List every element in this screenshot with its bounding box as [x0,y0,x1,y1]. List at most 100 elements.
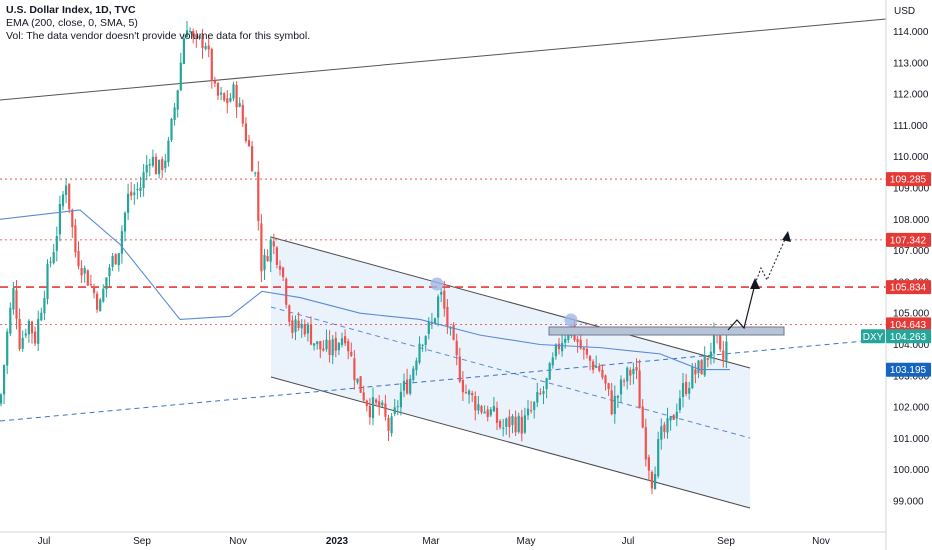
candle-body[interactable] [461,379,464,393]
candle-body[interactable] [660,426,663,440]
candle-body[interactable] [449,327,452,329]
candle-body[interactable] [685,381,688,394]
top-trend-line[interactable] [0,18,887,101]
candle-body[interactable] [260,223,263,272]
candle-body[interactable] [111,255,114,267]
candle-body[interactable] [6,331,9,366]
candle-body[interactable] [613,395,616,415]
candle-body[interactable] [238,103,241,107]
candle-body[interactable] [371,397,375,419]
candle-body[interactable] [520,416,523,434]
candle-body[interactable] [393,407,396,414]
candle-body[interactable] [356,378,359,383]
channel-lower-line[interactable] [270,376,751,509]
candle-body[interactable] [294,319,297,333]
candle-body[interactable] [477,404,480,411]
candle-body[interactable] [601,370,604,378]
candle-body[interactable] [530,410,533,412]
candle-body[interactable] [722,350,725,360]
candle-body[interactable] [452,325,455,340]
candle-body[interactable] [458,356,461,382]
candle-body[interactable] [232,84,235,99]
resistance-zone[interactable] [548,326,785,336]
candle-body[interactable] [27,320,30,335]
candle-body[interactable] [300,323,303,329]
candle-body[interactable] [291,320,294,333]
candle-body[interactable] [657,439,660,477]
candle-body[interactable] [654,474,657,490]
candle-body[interactable] [257,171,260,222]
candle-body[interactable] [675,411,678,419]
candle-body[interactable] [505,418,508,427]
candle-body[interactable] [30,321,34,334]
candle-body[interactable] [185,30,189,38]
candle-body[interactable] [353,358,356,381]
candle-body[interactable] [396,406,399,408]
candle-body[interactable] [55,235,58,251]
candle-body[interactable] [0,394,3,404]
candle-body[interactable] [127,193,130,213]
candle-body[interactable] [117,253,120,266]
candle-body[interactable] [604,375,607,384]
candle-body[interactable] [598,365,601,371]
candle-body[interactable] [136,189,139,191]
candle-body[interactable] [198,36,201,38]
candle-body[interactable] [18,318,21,350]
candle-body[interactable] [68,183,71,210]
candle-body[interactable] [213,80,216,84]
candle-body[interactable] [446,306,449,327]
candle-body[interactable] [148,164,151,166]
candle-body[interactable] [102,288,105,302]
candle-body[interactable] [480,406,483,413]
candle-body[interactable] [226,98,229,104]
candle-body[interactable] [251,146,254,172]
candle-body[interactable] [499,420,502,428]
candle-body[interactable] [207,45,210,50]
channel-upper-line[interactable] [270,236,751,369]
candle-body[interactable] [65,185,68,195]
candle-body[interactable] [440,291,443,295]
candle-body[interactable] [688,387,691,394]
candle-body[interactable] [427,321,430,334]
candle-body[interactable] [406,379,409,394]
candle-body[interactable] [632,368,635,375]
candle-body[interactable] [347,341,350,352]
candle-body[interactable] [278,265,282,270]
candle-body[interactable] [430,322,433,324]
projection-path[interactable] [727,283,756,331]
candle-body[interactable] [92,286,96,293]
candle-body[interactable] [303,324,306,335]
candle-body[interactable] [650,471,654,489]
candle-body[interactable] [133,192,136,195]
candle-body[interactable] [669,416,672,421]
candle-body[interactable] [468,390,471,395]
candle-body[interactable] [402,380,406,391]
candle-body[interactable] [331,339,334,356]
candle-body[interactable] [554,344,557,357]
candle-body[interactable] [712,327,716,354]
candle-body[interactable] [192,31,195,37]
candle-body[interactable] [638,370,641,409]
candle-body[interactable] [725,341,728,361]
candle-body[interactable] [694,369,697,375]
candle-body[interactable] [365,400,368,407]
candle-body[interactable] [703,356,706,376]
candle-body[interactable] [399,391,402,408]
candle-body[interactable] [368,405,371,418]
rising-support-line[interactable] [0,338,887,422]
candle-body[interactable] [523,415,526,433]
candle-body[interactable] [362,392,365,401]
candle-body[interactable] [263,255,266,271]
candle-body[interactable] [486,409,489,418]
candle-body[interactable] [275,247,278,265]
candle-body[interactable] [15,290,18,319]
channel-mid-line[interactable] [270,306,751,439]
candle-body[interactable] [424,336,427,345]
candle-body[interactable] [672,415,675,420]
candle-body[interactable] [719,332,722,350]
candle-body[interactable] [61,194,65,207]
candle-body[interactable] [412,368,415,380]
candle-body[interactable] [179,62,182,91]
candle-body[interactable] [502,427,505,429]
candle-body[interactable] [114,254,117,265]
